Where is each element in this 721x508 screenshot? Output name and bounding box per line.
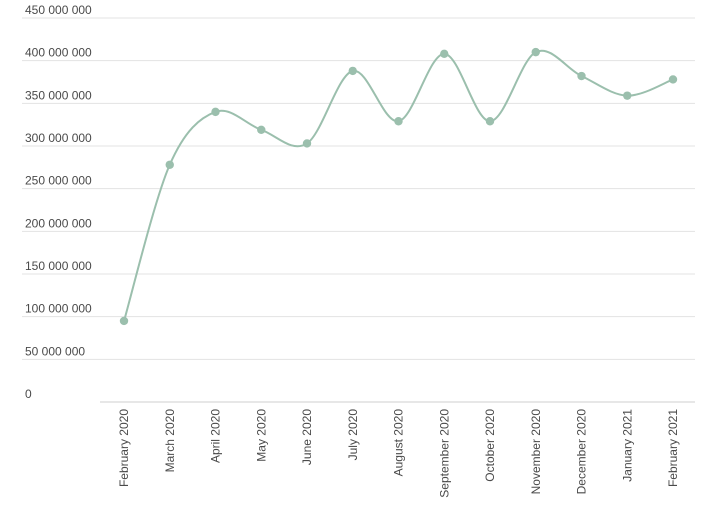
- x-axis-tick-labels: February 2020 March 2020 April 2020 May 202…: [117, 409, 680, 498]
- data-point: [165, 160, 174, 169]
- data-point: [394, 117, 403, 126]
- data-point: [348, 66, 357, 76]
- data-point: [485, 117, 495, 126]
- y-axis-tick-labels: 0 50 000 000 100 000 000 150 000 000 200 000…: [25, 3, 92, 401]
- x-tick-label: October 2020: [483, 409, 497, 482]
- x-tick-label: February 2021: [666, 409, 680, 487]
- data-point: [623, 91, 632, 100]
- y-tick-label: 400 000 000: [25, 46, 92, 60]
- x-tick-label: December 2020: [575, 409, 589, 495]
- x-tick-label: March 2020: [163, 409, 177, 473]
- data-point: [211, 107, 220, 117]
- y-tick-label: 250 000 000: [25, 174, 92, 188]
- x-tick-label: February 2020: [117, 409, 131, 487]
- data-point: [119, 316, 129, 326]
- x-tick-label: September 2020: [437, 409, 451, 498]
- x-tick-label: May 2020: [254, 409, 268, 462]
- y-tick-label: 50 000 000: [25, 344, 85, 358]
- data-point: [257, 125, 266, 134]
- x-tick-label: November 2020: [529, 409, 543, 495]
- x-tick-label: January 2021: [620, 409, 634, 482]
- data-point: [440, 49, 449, 59]
- y-tick-label: 300 000 000: [25, 131, 92, 145]
- y-tick-label: 200 000 000: [25, 216, 92, 230]
- x-tick-label: August 2020: [392, 409, 406, 477]
- series-line: [123, 49, 674, 322]
- y-tick-label: 0: [25, 387, 32, 401]
- data-point: [668, 75, 678, 84]
- y-tick-label: 100 000 000: [25, 302, 92, 316]
- data-point: [302, 139, 312, 148]
- data-point: [577, 71, 586, 81]
- series-markers: [119, 47, 678, 326]
- x-tick-label: June 2020: [300, 409, 314, 465]
- y-tick-label: 450 000 000: [25, 3, 92, 17]
- data-point: [531, 47, 540, 57]
- y-tick-label: 350 000 000: [25, 88, 92, 102]
- y-tick-label: 150 000 000: [25, 259, 92, 273]
- x-tick-label: July 2020: [346, 409, 360, 461]
- x-tick-label: April 2020: [209, 409, 223, 463]
- grid-lines: [22, 17, 695, 403]
